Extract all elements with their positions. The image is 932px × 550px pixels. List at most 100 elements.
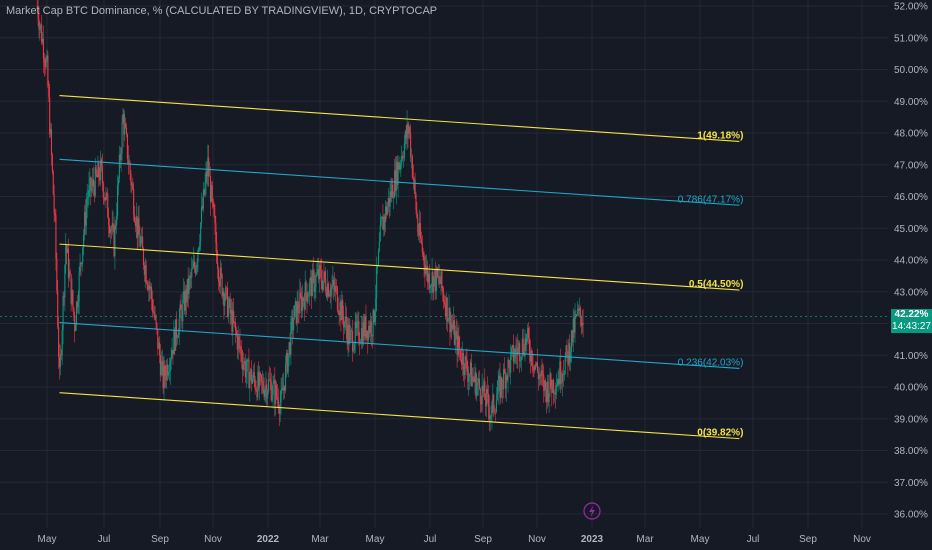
candle-body [564,358,566,374]
candle-body [402,157,405,159]
candle-body [222,291,224,297]
candle-body [128,162,130,164]
candle-body [183,291,185,301]
candle-body [440,271,442,284]
candle-body [63,295,65,298]
candle-body [546,381,548,403]
candle-body [361,327,363,345]
candle-body [489,416,491,419]
candle-body [326,283,329,298]
candle-body [212,199,214,205]
candle-body [327,283,329,297]
candle-body [203,189,205,195]
candle-body [264,389,266,397]
candle-body [581,322,583,326]
candle-body [193,261,195,268]
candle-body [110,229,112,230]
candle-body [190,276,192,278]
candle-body [391,184,393,198]
candle-body [66,245,68,253]
candle-body [77,301,79,308]
candle-body [374,312,376,322]
y-tick-label: 52.00% [894,2,928,13]
candle-body [221,274,223,297]
candle-body [355,321,357,328]
y-tick-label: 36.00% [894,510,928,521]
candle-body [444,302,446,305]
candle-body [421,242,423,252]
candle-body [142,236,144,249]
candle-body [58,327,60,357]
candle-body [335,286,337,292]
candle-body [346,328,348,345]
candle-body [201,206,204,209]
candle-body [313,272,315,292]
candle-body [123,113,125,135]
candle-body [61,330,63,356]
candle-body [41,38,44,43]
candle-body [455,331,457,334]
candle-body [68,271,70,278]
candle-body [312,270,314,273]
candle-body [442,287,444,293]
candle-body [441,271,443,288]
candle-body [408,126,410,134]
candle-body [394,170,396,191]
candle-body [209,175,212,202]
candle-body [175,319,178,339]
candle-body [245,371,247,378]
candle-body [251,369,253,384]
candle-body [368,325,371,334]
candle-body [582,322,584,325]
candle-body [326,291,328,298]
candle-body [130,173,132,186]
candle-body [575,314,577,317]
candle-body [431,272,433,286]
candle-body [571,330,573,343]
candle-body [451,323,453,327]
candle-body [159,342,161,356]
candle-body [435,270,437,291]
candle-body [192,261,195,268]
candle-body [220,267,222,275]
candle-body [566,345,568,352]
candle-body [352,350,355,352]
candle-body [214,216,216,224]
candle-body [143,265,145,275]
candle-body [467,371,469,382]
fib-line-4 [59,392,740,440]
candle-body [356,322,358,328]
candle-body [444,304,447,317]
candle-body [562,373,564,375]
candle-body [243,361,246,365]
candle-body [526,334,528,345]
candle-body [250,369,252,377]
y-tick-label: 49.00% [894,97,928,108]
candle-body [176,337,178,339]
candle-body [335,286,338,288]
candle-body [519,343,521,362]
x-tick-label: Nov [204,534,222,545]
candle-body [306,292,308,302]
candle-body [237,336,239,350]
candle-body [58,356,61,368]
candle-body [120,153,122,160]
candle-body [422,251,424,254]
candle-body [484,381,486,400]
candle-body [331,285,333,288]
candle-body [458,335,460,348]
candle-body [317,269,319,274]
candle-body [494,411,497,413]
candle-body [177,335,179,338]
candle-body [453,320,455,345]
candle-body [536,362,538,366]
candle-body [307,296,309,302]
candle-body [161,360,163,363]
candle-body [101,166,103,184]
candle-body [216,242,218,262]
x-tick-label: 2022 [257,534,280,545]
candle-body [114,225,116,256]
candle-body [43,59,45,64]
y-tick-label: 48.00% [894,129,928,140]
